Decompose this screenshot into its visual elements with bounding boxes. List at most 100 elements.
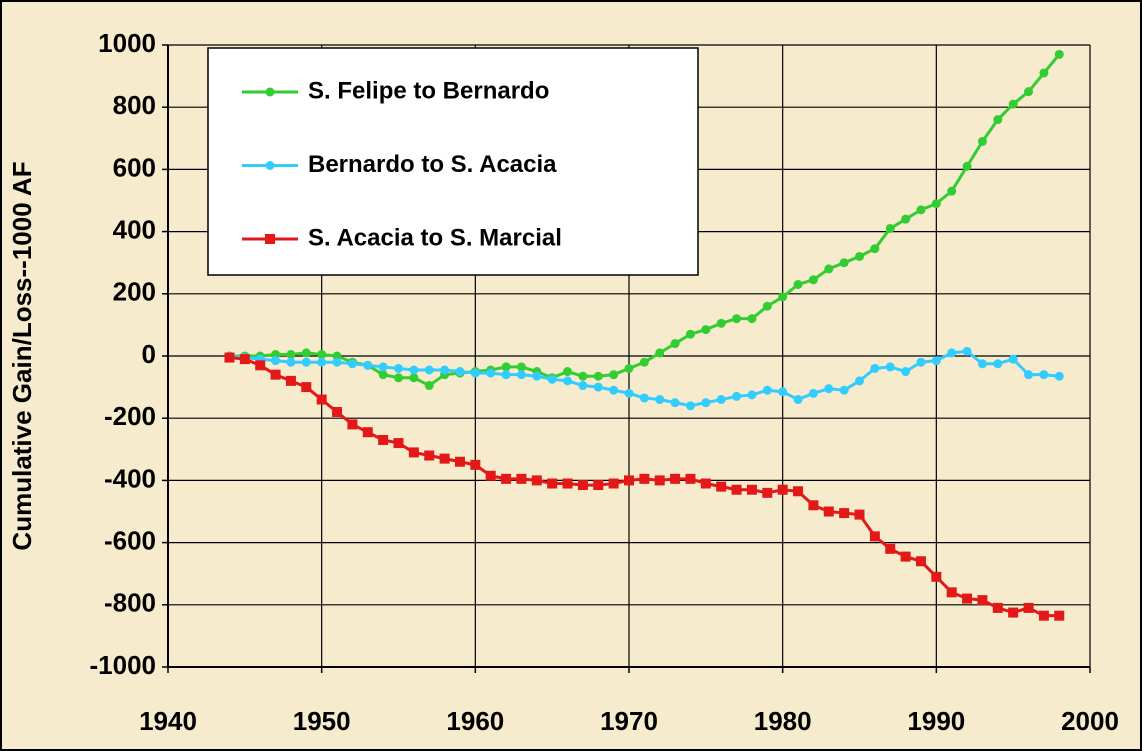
marker: [378, 370, 388, 380]
marker: [1024, 87, 1034, 97]
marker: [516, 370, 526, 380]
marker: [901, 214, 911, 224]
marker: [685, 329, 695, 339]
marker: [793, 279, 803, 289]
marker: [363, 360, 373, 370]
marker: [424, 450, 435, 461]
marker: [1054, 371, 1064, 381]
marker: [317, 349, 327, 359]
marker: [470, 459, 481, 470]
marker: [716, 318, 726, 328]
legend-label: S. Felipe to Bernardo: [308, 77, 549, 104]
marker: [931, 199, 941, 209]
marker: [547, 478, 558, 489]
marker: [393, 438, 404, 449]
marker: [1008, 354, 1018, 364]
marker: [808, 275, 818, 285]
x-tick-label: 1990: [907, 706, 965, 736]
marker: [701, 398, 711, 408]
marker: [547, 374, 557, 384]
marker: [239, 354, 250, 365]
marker: [778, 292, 788, 302]
marker: [962, 161, 972, 171]
marker: [301, 348, 311, 358]
legend-label: S. Acacia to S. Marcial: [308, 224, 562, 251]
marker: [316, 394, 327, 405]
marker: [409, 373, 419, 383]
marker: [378, 362, 388, 372]
marker: [347, 419, 358, 430]
marker: [993, 115, 1003, 125]
marker: [685, 401, 695, 411]
marker: [593, 371, 603, 381]
marker: [670, 339, 680, 349]
marker: [516, 362, 526, 372]
marker: [562, 478, 573, 489]
marker: [409, 365, 419, 375]
marker: [885, 223, 895, 233]
marker: [578, 371, 588, 381]
marker: [839, 508, 850, 519]
marker: [839, 385, 849, 395]
marker: [962, 346, 972, 356]
x-tick-label: 1940: [139, 706, 197, 736]
marker: [747, 314, 757, 324]
marker: [1023, 602, 1034, 613]
marker: [285, 375, 296, 386]
marker: [855, 251, 864, 261]
marker: [624, 363, 634, 373]
marker: [824, 384, 834, 394]
marker: [347, 359, 357, 369]
marker: [885, 543, 896, 554]
marker: [563, 376, 573, 386]
marker: [301, 382, 312, 393]
marker: [332, 351, 342, 361]
marker: [265, 87, 275, 97]
marker: [885, 362, 895, 372]
marker: [901, 367, 911, 377]
marker: [255, 360, 266, 371]
marker: [1038, 610, 1049, 621]
y-tick-label: -1000: [90, 650, 157, 680]
marker: [931, 571, 942, 582]
marker: [808, 388, 818, 398]
marker: [639, 473, 650, 484]
marker: [869, 531, 880, 542]
marker: [916, 357, 926, 367]
marker: [485, 470, 496, 481]
x-tick-label: 1950: [293, 706, 351, 736]
marker: [1008, 99, 1018, 109]
marker: [440, 365, 450, 375]
marker: [470, 368, 480, 378]
marker: [455, 367, 465, 377]
marker: [701, 325, 711, 335]
marker: [486, 368, 496, 378]
marker: [501, 362, 511, 372]
marker: [915, 556, 926, 567]
marker: [265, 234, 275, 244]
marker: [1054, 49, 1064, 59]
marker: [993, 359, 1003, 369]
marker: [593, 382, 603, 392]
marker: [270, 369, 281, 380]
marker: [777, 484, 788, 495]
marker: [746, 484, 757, 495]
marker: [454, 456, 465, 467]
marker: [424, 365, 434, 375]
marker: [793, 395, 803, 405]
marker: [808, 500, 819, 511]
marker: [732, 391, 742, 401]
marker: [577, 480, 588, 491]
marker: [439, 453, 450, 464]
marker: [1008, 607, 1019, 618]
marker: [946, 587, 957, 598]
marker: [563, 367, 573, 377]
marker: [839, 258, 849, 268]
marker: [608, 478, 619, 489]
marker: [609, 385, 619, 395]
marker: [424, 381, 434, 391]
marker: [685, 473, 696, 484]
marker: [931, 356, 941, 366]
marker: [900, 551, 911, 562]
marker: [609, 370, 619, 380]
